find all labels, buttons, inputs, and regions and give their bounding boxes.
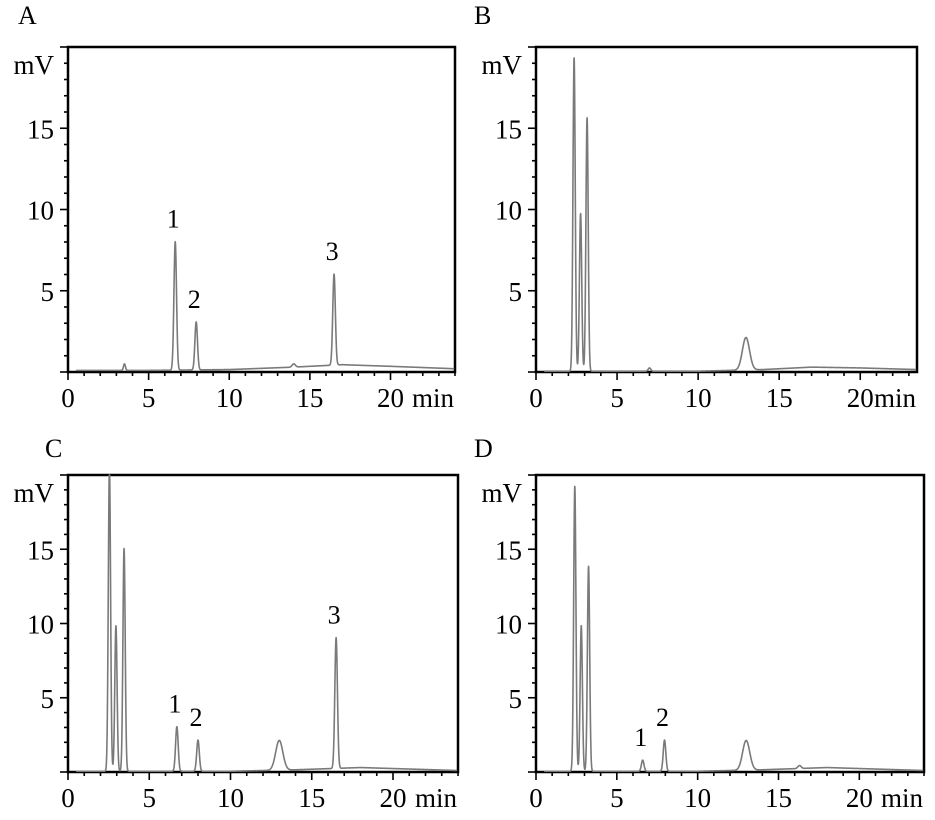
x-tick-label: 0	[61, 783, 75, 813]
y-tick-label: 15	[495, 114, 522, 144]
plot-frame	[534, 45, 919, 374]
x-tick-label: 0	[529, 783, 543, 813]
y-tick-label: 10	[27, 610, 54, 640]
x-axis-label: min	[412, 383, 455, 413]
y-tick-label: 5	[509, 684, 523, 714]
x-axis-label: min	[415, 783, 458, 813]
panel-letter: D	[474, 434, 493, 463]
panel-letter: B	[474, 1, 491, 30]
x-tick-label: 15	[298, 783, 325, 813]
peak-label: 2	[656, 703, 669, 732]
plot-frame	[534, 473, 926, 774]
x-axis-label: min	[881, 783, 924, 813]
x-tick-label: 20	[380, 783, 407, 813]
x-tick-label: 5	[610, 783, 624, 813]
peak-label: 1	[167, 205, 180, 234]
x-tick-label: 15	[296, 383, 323, 413]
peak-label: 3	[328, 601, 341, 630]
x-tick-label: 5	[142, 383, 156, 413]
panel-letter: A	[18, 1, 37, 30]
x-tick-label: 10	[684, 783, 711, 813]
x-tick-label: 15	[766, 383, 793, 413]
y-tick-label: 15	[27, 114, 54, 144]
y-tick-label: 10	[27, 196, 54, 226]
panel-d: D 0 5 10 15 20 min 5 10 15 mV 12	[474, 434, 926, 813]
x-tick-label: 10	[216, 383, 243, 413]
panel-c: C 0 5 10 15 20 min 5 10 15 mV 1 2 3	[14, 434, 460, 813]
y-tick-label: 10	[495, 610, 522, 640]
chromatogram-trace	[543, 57, 917, 372]
peak-label: 2	[188, 285, 201, 314]
x-tick-label: 20	[847, 383, 874, 413]
x-tick-label: 0	[61, 383, 75, 413]
y-axis-label: mV	[14, 478, 55, 508]
x-tick-label: 5	[610, 383, 624, 413]
y-tick-label: 15	[495, 535, 522, 565]
x-tick-label: 0	[529, 383, 543, 413]
chromatogram-trace	[75, 240, 455, 372]
y-tick-label: 15	[27, 535, 54, 565]
peak-label: 1	[168, 690, 181, 719]
peak-label: 1	[634, 723, 647, 752]
x-tick-label: 20	[846, 783, 873, 813]
y-axis-label: mV	[482, 50, 523, 80]
x-tick-label: 5	[143, 783, 157, 813]
panel-letter: C	[45, 434, 62, 463]
panel-b: B 0 5 10 15 20 min 5 10 15 mV	[474, 1, 919, 413]
y-axis-label: mV	[482, 478, 523, 508]
peak-label: 3	[326, 237, 339, 266]
y-tick-label: 5	[41, 277, 55, 307]
x-tick-label: 20	[377, 383, 404, 413]
x-tick-label: 15	[765, 783, 792, 813]
panel-a: A 0 5 10 15 20 min 5 10 15 mV 1 2 3	[14, 1, 457, 413]
chromatogram-trace	[75, 474, 458, 773]
y-tick-label: 5	[509, 277, 523, 307]
x-tick-label: 10	[217, 783, 244, 813]
chromatogram-trace	[543, 485, 924, 773]
plot-frame	[66, 45, 457, 374]
x-tick-label: 10	[685, 383, 712, 413]
y-tick-label: 10	[495, 196, 522, 226]
y-axis-label: mV	[14, 50, 55, 80]
peak-label: 2	[190, 703, 203, 732]
y-tick-label: 5	[41, 684, 55, 714]
x-axis-label: min	[874, 383, 917, 413]
